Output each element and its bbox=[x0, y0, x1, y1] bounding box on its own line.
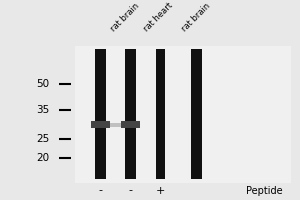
Text: 20: 20 bbox=[36, 153, 50, 163]
Text: rat brain: rat brain bbox=[180, 1, 211, 33]
Text: -: - bbox=[98, 186, 103, 196]
Bar bbox=[95, 49, 106, 179]
Bar bbox=[125, 49, 136, 179]
Text: +: + bbox=[156, 186, 165, 196]
Bar bbox=[191, 49, 202, 179]
Text: rat brain: rat brain bbox=[109, 1, 141, 33]
Bar bbox=[91, 121, 110, 128]
Text: rat heart: rat heart bbox=[142, 0, 175, 33]
Text: 25: 25 bbox=[36, 134, 50, 144]
Bar bbox=[156, 49, 165, 179]
Bar bbox=[106, 123, 125, 127]
Bar bbox=[75, 46, 291, 183]
Text: 50: 50 bbox=[36, 79, 50, 89]
Bar bbox=[121, 121, 140, 128]
Text: -: - bbox=[128, 186, 133, 196]
Text: Peptide: Peptide bbox=[246, 186, 283, 196]
Text: 35: 35 bbox=[36, 105, 50, 115]
